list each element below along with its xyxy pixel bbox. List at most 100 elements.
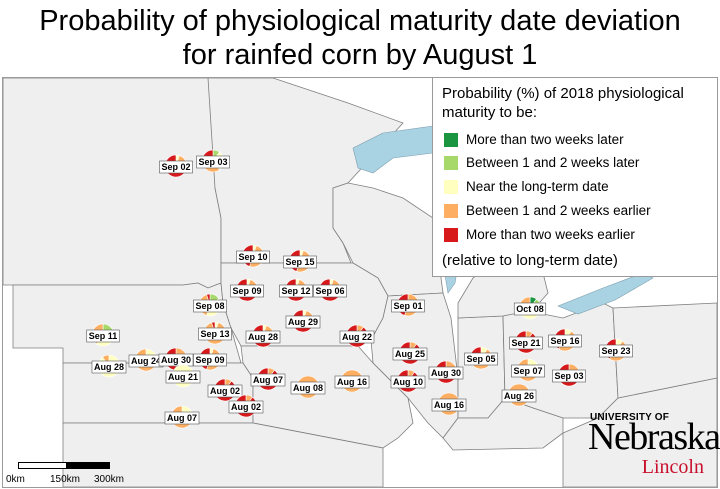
site-label: Sep 13 [200, 329, 229, 339]
site-label-box [548, 334, 582, 348]
state-east-ohio [562, 377, 717, 487]
logo-name-text: Nebraska [588, 416, 720, 458]
site-marker: Aug 08 [290, 375, 326, 399]
legend-title: Probability (%) of 2018 physiological ma… [442, 85, 684, 121]
site-label-box [313, 284, 347, 298]
site-marker: Aug 24 [128, 348, 164, 372]
scale-bar: 0km 150km 300km [6, 462, 166, 488]
site-marker: Aug 16 [431, 392, 467, 416]
site-label: Sep 07 [513, 366, 542, 376]
site-marker: Sep 16 [548, 328, 582, 352]
site-label-box [464, 352, 498, 366]
site-label: Aug 02 [210, 386, 240, 396]
site-marker: Sep 15 [283, 249, 317, 273]
site-label: Sep 01 [393, 301, 422, 311]
site-marker: Sep 01 [391, 293, 425, 317]
site-label: Aug 26 [504, 391, 534, 401]
site-label: Sep 03 [198, 157, 227, 167]
legend: Probability (%) of 2018 physiological ma… [432, 78, 717, 277]
site-label: Sep 16 [550, 336, 579, 346]
site-label-box [165, 370, 201, 384]
site-marker: Sep 13 [198, 321, 232, 345]
site-marker: Aug 30 [428, 360, 464, 384]
lake-erie [557, 272, 654, 315]
site-marker: Aug 10 [390, 369, 426, 393]
state-south-dakota [3, 78, 222, 289]
site-label-box [390, 375, 426, 389]
scale-label: 150km [50, 474, 81, 485]
site-marker: Aug 28 [245, 324, 281, 348]
legend-label: More than two weeks earlier [466, 227, 635, 242]
site-label-box [428, 366, 464, 380]
site-label: Aug 28 [94, 362, 124, 372]
site-label: Aug 16 [434, 400, 464, 410]
site-label-box [159, 160, 193, 174]
site-marker: Sep 02 [159, 154, 193, 178]
site-markers: Sep 02 Sep 03 Sep 10 Sep 15 Sep 09 Sep 12 Sep … [86, 149, 633, 429]
site-label: Aug 28 [248, 332, 278, 342]
site-label-box [391, 299, 425, 313]
map-title: Probability of physiological maturity da… [0, 4, 720, 72]
site-label-box [230, 284, 264, 298]
site-marker: Aug 07 [164, 405, 200, 429]
site-label: Sep 21 [511, 338, 540, 348]
site-label-box [164, 411, 200, 425]
site-label: Sep 09 [195, 355, 224, 365]
site-label-box [599, 344, 633, 358]
site-label: Aug 29 [288, 317, 318, 327]
site-marker: Aug 30 [158, 347, 194, 371]
scale-label: 0km [6, 474, 25, 485]
site-marker: Oct 08 [513, 296, 547, 320]
site-label-box [193, 299, 227, 313]
site-label: Sep 06 [315, 286, 344, 296]
site-marker: Aug 21 [165, 364, 201, 388]
site-marker: Sep 09 [230, 278, 264, 302]
site-label-box [392, 347, 428, 361]
legend-label: More than two weeks later [466, 132, 624, 147]
legend-label: Near the long-term date [466, 179, 609, 194]
site-label-box [334, 375, 370, 389]
site-label: Sep 12 [281, 286, 310, 296]
site-marker: Aug 02 [228, 394, 264, 418]
site-marker: Aug 29 [285, 309, 321, 333]
legend-note: (relative to long-term date) [442, 252, 618, 269]
site-label-box [193, 353, 227, 367]
site-label: Aug 24 [131, 356, 161, 366]
site-label-box [511, 364, 545, 378]
site-label: Aug 16 [337, 377, 367, 387]
site-marker: Sep 10 [236, 244, 270, 268]
title-line-1: Probability of physiological maturity da… [39, 5, 681, 37]
site-label-box [198, 327, 232, 341]
logo-university-text: UNIVERSITY OF [590, 412, 670, 423]
site-marker: Sep 08 [193, 293, 227, 317]
site-marker: Sep 07 [511, 358, 545, 382]
site-label: Sep 03 [554, 371, 583, 381]
site-marker: Sep 05 [464, 346, 498, 370]
site-label-box [290, 381, 326, 395]
site-label-box [431, 398, 467, 412]
site-label: Aug 21 [168, 372, 198, 382]
site-label: Sep 08 [195, 301, 224, 311]
site-label-box [513, 302, 547, 316]
site-marker: Aug 26 [501, 383, 537, 407]
site-label-box [501, 389, 537, 403]
site-marker: Sep 21 [509, 330, 543, 354]
state-shapes [3, 78, 717, 487]
site-label-box [552, 369, 586, 383]
university-logo: UNIVERSITY OF Nebraska Lincoln [588, 412, 720, 484]
site-label: Oct 08 [516, 304, 544, 314]
state-kentucky [442, 397, 564, 451]
site-label-box [91, 360, 127, 374]
site-label: Aug 22 [342, 332, 372, 342]
site-label: Sep 05 [466, 354, 495, 364]
site-label-box [509, 336, 543, 350]
site-marker: Aug 16 [334, 369, 370, 393]
site-marker: Sep 12 [279, 278, 313, 302]
legend-swatch [444, 228, 458, 242]
scale-segment [18, 462, 68, 469]
legend-swatch [444, 133, 458, 147]
site-label: Aug 30 [161, 355, 191, 365]
site-label-box [196, 155, 230, 169]
legend-swatch [444, 156, 458, 170]
site-marker: Aug 02 [207, 378, 243, 402]
